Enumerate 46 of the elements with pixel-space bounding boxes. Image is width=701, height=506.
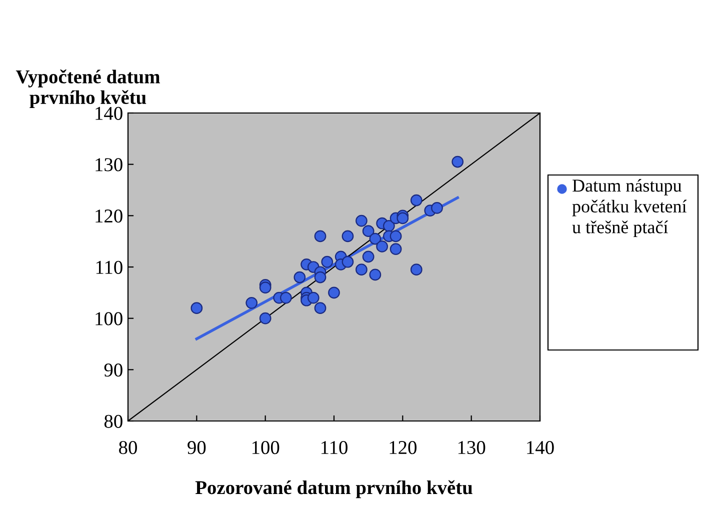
x-tick-label: 100 [252, 441, 280, 454]
point [390, 230, 402, 242]
y-tick-label: 140 [96, 106, 122, 120]
point [452, 156, 464, 168]
y-tick-label: 90 [104, 363, 122, 377]
y-tick-label: 80 [104, 414, 122, 428]
y-tick-label: 120 [96, 209, 122, 223]
point [369, 232, 382, 245]
point [190, 302, 203, 314]
y-tick-label: 130 [96, 158, 122, 172]
x-tick-label: 140 [527, 441, 554, 454]
point [307, 292, 320, 304]
y-tick-label: 110 [96, 260, 122, 274]
point [410, 264, 422, 276]
point [314, 271, 326, 284]
point [280, 292, 292, 304]
point [356, 214, 368, 227]
x-tick-label: 110 [321, 441, 348, 454]
point [342, 230, 354, 242]
x-tick-label: 130 [458, 441, 486, 454]
point [390, 243, 402, 255]
x-axis-title: Pozorované datum prvního květu [195, 480, 472, 498]
point [362, 225, 374, 237]
point [321, 256, 334, 268]
x-tick-label: 90 [188, 441, 206, 454]
point [294, 271, 306, 284]
point [342, 256, 354, 268]
point [383, 220, 395, 232]
point [396, 212, 409, 224]
y-tick-label: 100 [96, 312, 122, 326]
point [356, 264, 368, 276]
x-tick-label: 80 [119, 441, 137, 454]
point [314, 230, 326, 242]
point [410, 194, 422, 206]
point [431, 202, 443, 214]
point [246, 297, 258, 309]
point [369, 268, 382, 281]
point [328, 286, 340, 299]
point [376, 240, 388, 252]
point [259, 282, 272, 294]
legend-label: Datum nástupu počátku kvetení u třešně ptačí [572, 179, 687, 238]
x-tick-label: 120 [390, 441, 417, 454]
point [362, 250, 374, 263]
point [259, 312, 272, 324]
y-axis-title: Vypočtené datum prvního květu [16, 70, 160, 108]
point [314, 302, 326, 314]
